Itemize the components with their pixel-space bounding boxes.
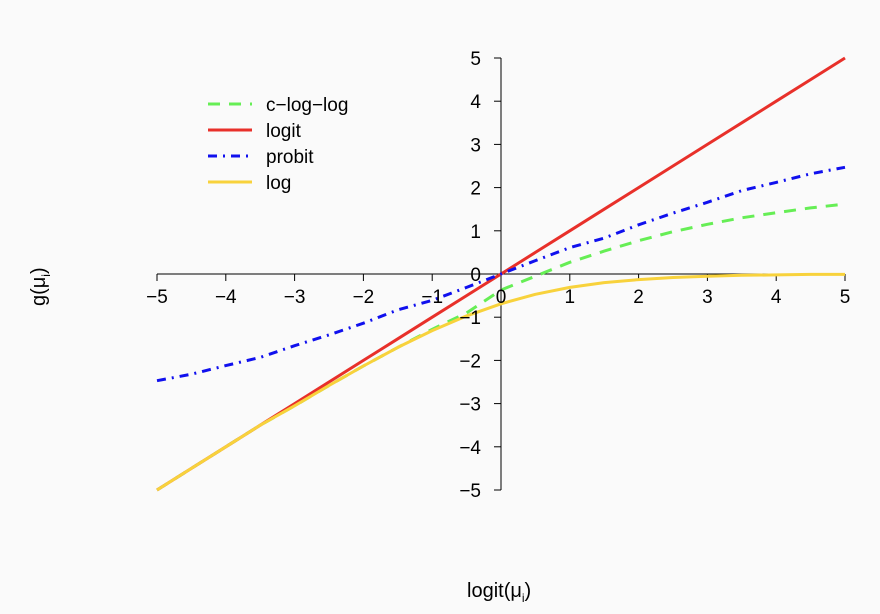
x-tick-label: 2 — [633, 287, 644, 308]
x-axis-title-base: logit(μ — [467, 580, 522, 602]
legend-label: log — [266, 173, 291, 194]
y-tick-label: 5 — [470, 49, 481, 70]
y-tick-label: 4 — [470, 92, 481, 113]
legend-label: logit — [266, 121, 302, 142]
tick-labels: −5 −4 −3 −2 −1 0 1 2 3 4 5 −5 −4 −3 −2 −1 0 1 2 3 4 5 — [146, 49, 850, 502]
legend-label: c−log−log — [266, 95, 348, 116]
x-tick-label: −5 — [146, 287, 168, 308]
series-line-probit — [156, 165, 846, 383]
y-axis-title-close: ) — [28, 267, 50, 275]
y-tick-label: −4 — [459, 438, 481, 459]
y-axis-title-base: g(μ — [28, 276, 50, 306]
y-tick-label: 3 — [470, 135, 481, 156]
y-tick-label: −1 — [459, 308, 481, 329]
legend: c−log−log logit probit log — [208, 95, 348, 194]
series-layer — [156, 56, 846, 492]
x-axis-title-close: ) — [524, 580, 532, 602]
y-tick-label: 0 — [470, 265, 481, 286]
y-tick-label: −5 — [459, 481, 481, 502]
x-tick-label: −2 — [353, 287, 375, 308]
x-tick-label: 5 — [840, 287, 851, 308]
y-axis-title-sub: i — [39, 274, 53, 277]
x-tick-label: −3 — [284, 287, 306, 308]
series-line-log — [156, 272, 845, 492]
y-tick-label: 2 — [470, 179, 481, 200]
x-tick-label: 1 — [565, 287, 576, 308]
x-tick-label: −1 — [421, 287, 443, 308]
y-tick-label: 1 — [470, 222, 481, 243]
x-axis-title: logit(μi) — [467, 580, 531, 605]
x-tick-label: 4 — [771, 287, 782, 308]
y-tick-label: −3 — [459, 395, 481, 416]
y-tick-label: −2 — [459, 351, 481, 372]
x-tick-label: 3 — [702, 287, 713, 308]
y-axis-title: g(μi) — [28, 267, 53, 306]
x-tick-label: −4 — [215, 287, 237, 308]
x-tick-label: 0 — [496, 287, 507, 308]
legend-label: probit — [266, 147, 314, 168]
x-axis-title-sub: i — [521, 591, 525, 605]
